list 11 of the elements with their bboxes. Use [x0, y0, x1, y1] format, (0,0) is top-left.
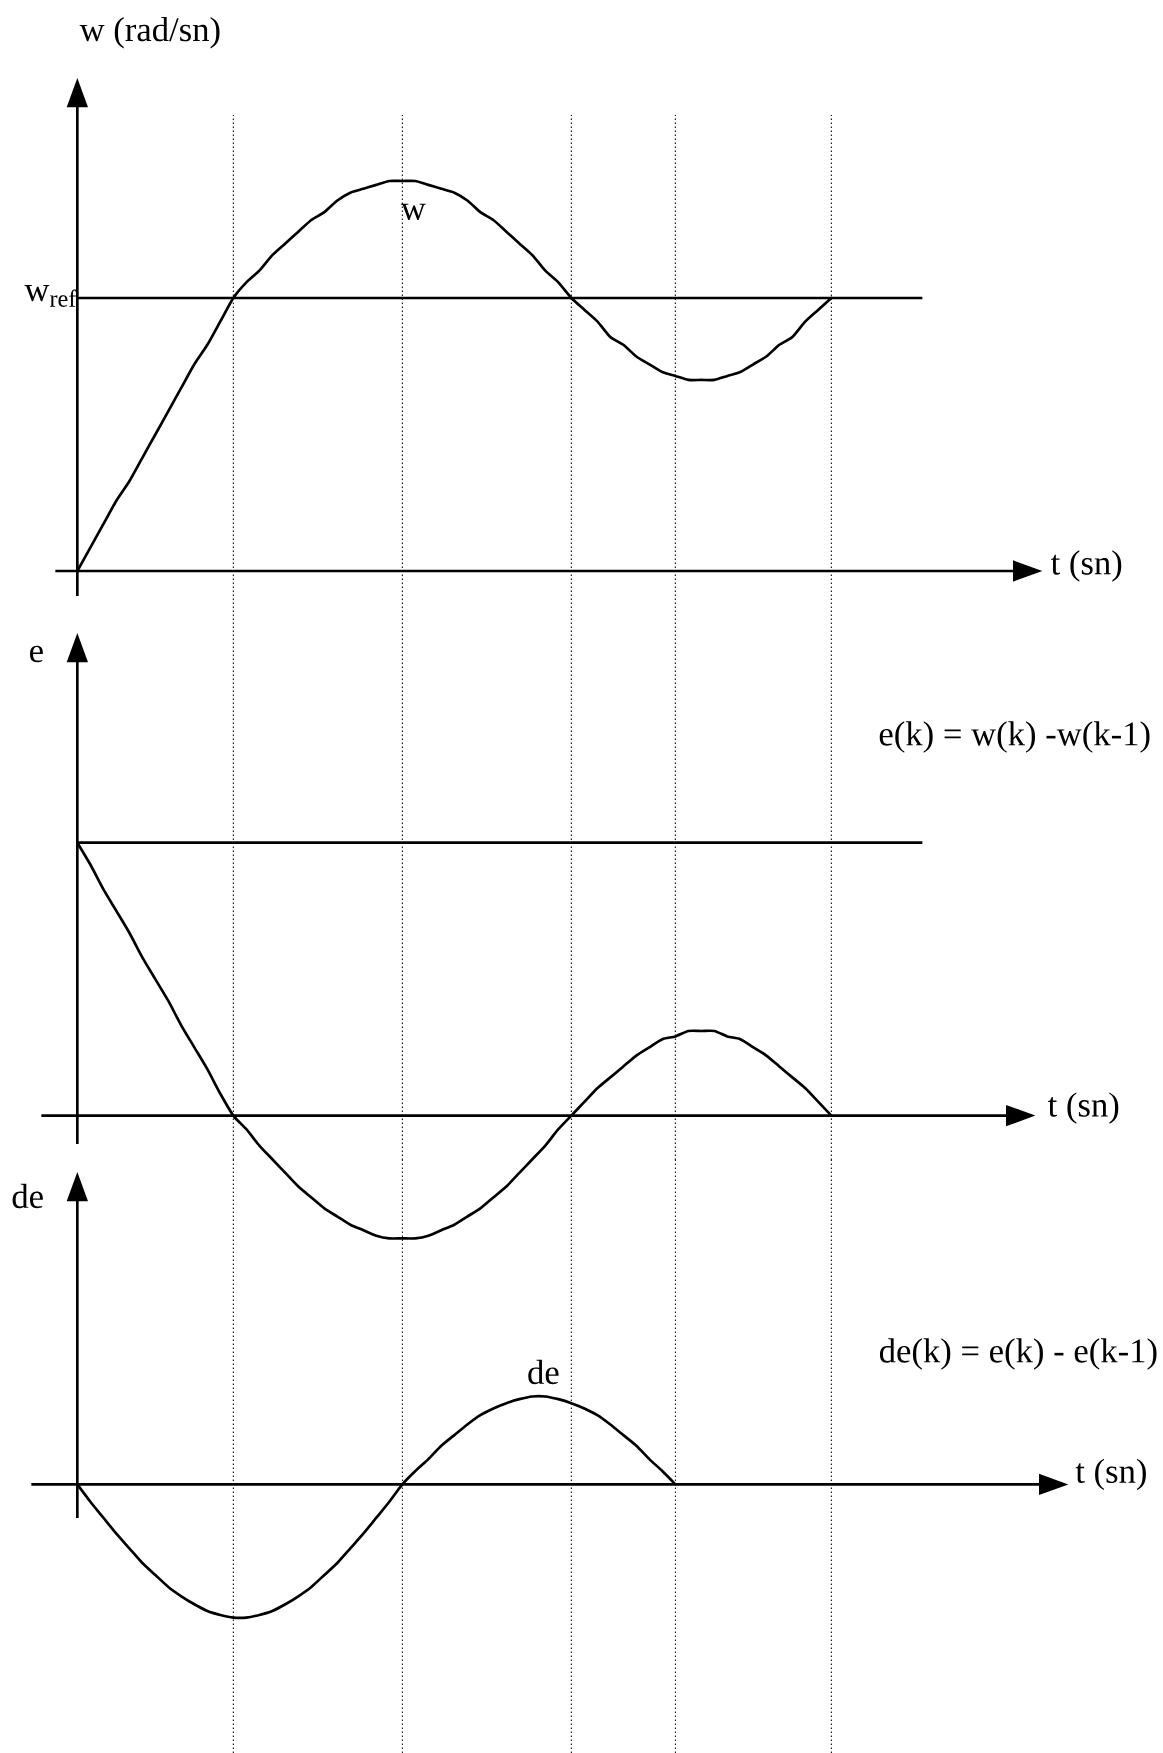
series-label: de	[528, 1359, 559, 1385]
y-axis-title: w (rad/sn)	[79, 16, 220, 49]
x-axis-title: t (sn)	[1047, 1092, 1119, 1124]
text: de(k) = e(k) - e(k-1)	[879, 1338, 1157, 1370]
x-axis-title: t (sn)	[1050, 550, 1122, 582]
x-axis-title: t (sn)	[1075, 1458, 1146, 1491]
series-label: w	[400, 203, 426, 221]
y-axis-title: e	[29, 645, 43, 663]
y-axis-title: de	[12, 1183, 43, 1209]
text: e(k) = w(k) -w(k-1)	[879, 721, 1150, 753]
ref-line-label: w$_{ref}$	[24, 285, 77, 307]
